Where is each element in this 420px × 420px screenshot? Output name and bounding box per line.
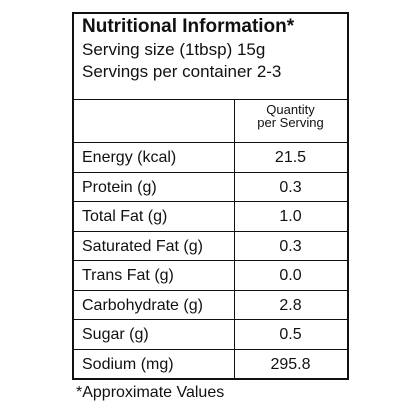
table-row: Protein (g) 0.3 bbox=[74, 171, 347, 202]
nutrient-name: Carbohydrate (g) bbox=[82, 296, 203, 314]
column-divider bbox=[234, 99, 235, 378]
table-row: Trans Fat (g) 0.0 bbox=[74, 260, 347, 290]
nutrient-value: 0.0 bbox=[279, 267, 302, 284]
nutrient-name: Trans Fat (g) bbox=[82, 267, 174, 284]
nutrient-name: Saturated Fat (g) bbox=[82, 237, 203, 255]
column-header: Quantity bbox=[266, 102, 315, 117]
nutrition-label: Nutritional Information* Serving size (1… bbox=[72, 12, 349, 380]
table-row: Saturated Fat (g) 0.3 bbox=[74, 230, 347, 261]
table-row: Sodium (mg) 295.8 bbox=[74, 348, 347, 379]
nutrient-value: 295.8 bbox=[270, 355, 311, 373]
column-header: per Serving bbox=[257, 115, 324, 130]
nutrient-value: 0.3 bbox=[279, 237, 302, 255]
nutrient-name: Energy (kcal) bbox=[82, 149, 177, 166]
table-row: Sugar (g) 0.5 bbox=[74, 319, 347, 349]
nutrient-value: 0.3 bbox=[279, 178, 302, 196]
table-row: Energy (kcal) 21.5 bbox=[74, 142, 347, 172]
table-row: Total Fat (g) 1.0 bbox=[74, 201, 347, 231]
nutrient-name: Sodium (mg) bbox=[82, 355, 174, 373]
column-header-row: Quantity per Serving bbox=[74, 99, 347, 142]
servings: Servings per container 2-3 bbox=[82, 62, 282, 81]
title: Nutritional Information* bbox=[82, 16, 295, 37]
nutrient-name: Sugar (g) bbox=[82, 326, 149, 343]
nutrient-value: 21.5 bbox=[274, 149, 307, 166]
table-row: Carbohydrate (g) 2.8 bbox=[74, 289, 347, 320]
nutrient-name: Total Fat (g) bbox=[82, 208, 168, 225]
footnote: *Approximate Values bbox=[76, 384, 225, 401]
nutrient-value: 2.8 bbox=[279, 296, 302, 314]
nutrient-value: 1.0 bbox=[279, 208, 302, 225]
nutrient-value: 0.5 bbox=[279, 326, 302, 343]
serving-size: Serving size (1tbsp) 15g bbox=[82, 40, 266, 59]
nutrient-name: Protein (g) bbox=[82, 178, 157, 196]
